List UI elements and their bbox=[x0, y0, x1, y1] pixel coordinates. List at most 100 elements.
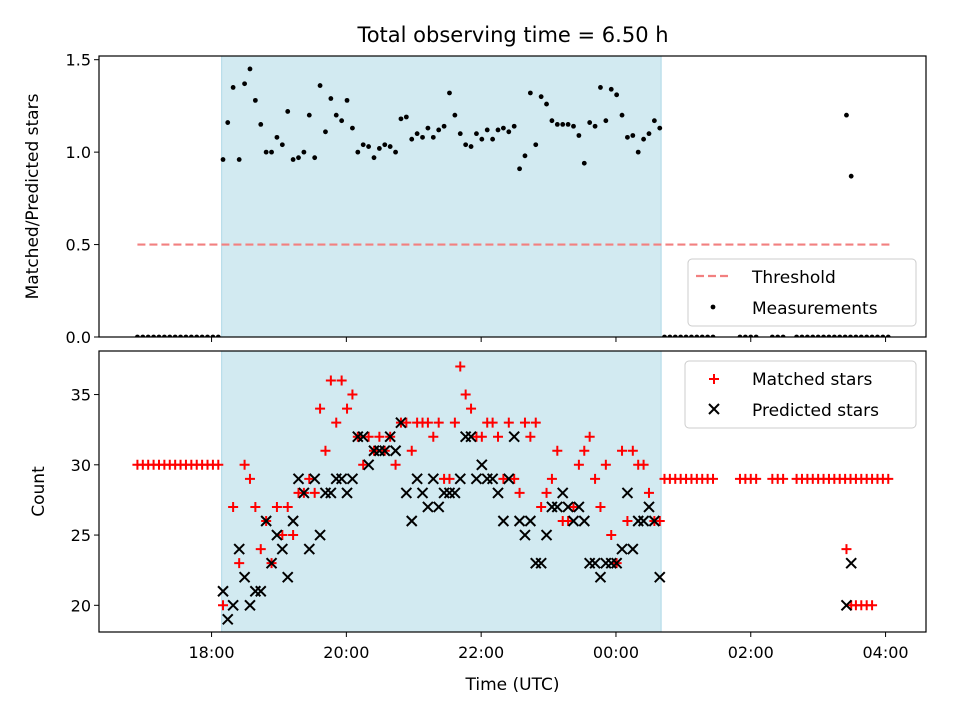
predicted-point bbox=[610, 557, 623, 569]
predicted-point bbox=[292, 473, 305, 485]
predicted-point bbox=[637, 515, 650, 527]
predicted-point bbox=[406, 515, 418, 527]
x-tick-label: 18:00 bbox=[189, 643, 235, 662]
predicted-point bbox=[845, 557, 857, 569]
predicted-point bbox=[589, 557, 601, 569]
y-tick-label: 0.5 bbox=[66, 236, 91, 255]
predicted-point bbox=[298, 487, 310, 499]
y-tick-label: 35 bbox=[71, 386, 91, 405]
predicted-point bbox=[573, 501, 585, 513]
measurement-point bbox=[576, 133, 582, 138]
y-axis-label: Count bbox=[29, 466, 49, 517]
measurement-point bbox=[350, 125, 355, 131]
matched-point bbox=[250, 501, 261, 512]
y-tick-label: 30 bbox=[71, 456, 91, 475]
measurement-point bbox=[230, 85, 236, 90]
matched-point bbox=[309, 487, 320, 498]
matched-point bbox=[315, 403, 326, 414]
x-tick-label: 20:00 bbox=[323, 643, 369, 662]
matched-point bbox=[422, 417, 433, 428]
measurement-point bbox=[333, 112, 339, 118]
measurement-point bbox=[619, 112, 625, 118]
measurement-point bbox=[495, 127, 501, 133]
matched-point bbox=[336, 375, 347, 386]
measurement-point bbox=[603, 118, 609, 124]
predicted-point bbox=[287, 515, 299, 527]
matched-point bbox=[536, 501, 547, 512]
predicted-point bbox=[486, 473, 499, 485]
x-tick-label: 00:00 bbox=[593, 643, 639, 662]
measurement-point bbox=[258, 122, 264, 127]
predicted-point bbox=[497, 515, 510, 527]
predicted-point bbox=[557, 487, 569, 499]
measurement-point bbox=[608, 86, 614, 92]
matched-point bbox=[708, 473, 719, 484]
predicted-point bbox=[255, 585, 267, 597]
legend-measurement-swatch bbox=[710, 304, 716, 310]
measurement-point bbox=[544, 101, 549, 107]
measurement-point bbox=[560, 122, 566, 127]
matched-point bbox=[255, 544, 266, 555]
predicted-point bbox=[654, 571, 666, 583]
predicted-point bbox=[384, 430, 396, 443]
axes-frame bbox=[98, 55, 927, 338]
measurement-point bbox=[220, 157, 226, 162]
measurement-point bbox=[625, 134, 630, 140]
matched-point bbox=[514, 487, 525, 498]
measurement-point bbox=[474, 131, 479, 137]
matched-point bbox=[493, 431, 504, 442]
predicted-point bbox=[470, 473, 483, 485]
legend-measurement-label: Measurements bbox=[752, 299, 878, 319]
x-axis-label: Time (UTC) bbox=[465, 675, 560, 695]
measurement-point bbox=[247, 66, 253, 72]
predicted-point bbox=[411, 473, 423, 485]
predicted-point bbox=[616, 543, 628, 555]
legend-box bbox=[684, 360, 917, 429]
matched-point bbox=[867, 600, 878, 611]
x-tick-label: 02:00 bbox=[728, 643, 774, 662]
predicted-point bbox=[265, 557, 278, 569]
measurement-point bbox=[301, 149, 307, 155]
measurement-point bbox=[554, 122, 560, 127]
matched-point bbox=[525, 431, 536, 442]
matched-point bbox=[460, 389, 471, 400]
measurement-point bbox=[436, 127, 442, 133]
matched-point bbox=[390, 459, 401, 470]
measurement-point bbox=[236, 157, 242, 162]
measurement-point bbox=[306, 112, 312, 118]
matched-point bbox=[498, 473, 509, 484]
predicted-point bbox=[325, 487, 337, 499]
predicted-point bbox=[222, 613, 234, 626]
measurement-point bbox=[522, 153, 528, 159]
predicted-point bbox=[395, 416, 407, 429]
top-panel: 0.0 0.5 1.0 1.5 Matched/Predicted stars Thres… bbox=[23, 51, 927, 347]
measurement-point bbox=[457, 131, 463, 137]
measurement-point bbox=[269, 149, 274, 155]
measurement-point bbox=[490, 136, 496, 142]
measurement-point bbox=[414, 131, 420, 137]
matched-point bbox=[234, 558, 245, 569]
matched-point bbox=[288, 530, 299, 541]
measurement-point bbox=[403, 114, 409, 120]
matched-point bbox=[530, 417, 541, 428]
predicted-point bbox=[454, 473, 466, 485]
measurement-point bbox=[279, 142, 285, 148]
predicted-point bbox=[271, 529, 283, 541]
matched-point bbox=[244, 473, 255, 484]
matched-point bbox=[331, 417, 342, 428]
predicted-point bbox=[233, 543, 245, 555]
measurement-point bbox=[657, 125, 663, 131]
y-tick-label: 20 bbox=[71, 596, 91, 615]
chart-title: Total observing time = 6.50 h bbox=[356, 23, 668, 47]
matched-point bbox=[487, 417, 498, 428]
matched-point bbox=[325, 375, 336, 386]
measurement-point bbox=[598, 85, 603, 90]
measurement-point bbox=[323, 129, 328, 135]
axes-frame bbox=[98, 350, 927, 633]
measurement-point bbox=[409, 136, 415, 142]
measurement-point bbox=[274, 134, 280, 140]
matched-point bbox=[584, 431, 595, 442]
predicted-point bbox=[449, 487, 461, 499]
predicted-point bbox=[492, 487, 504, 499]
matched-point bbox=[568, 501, 579, 512]
